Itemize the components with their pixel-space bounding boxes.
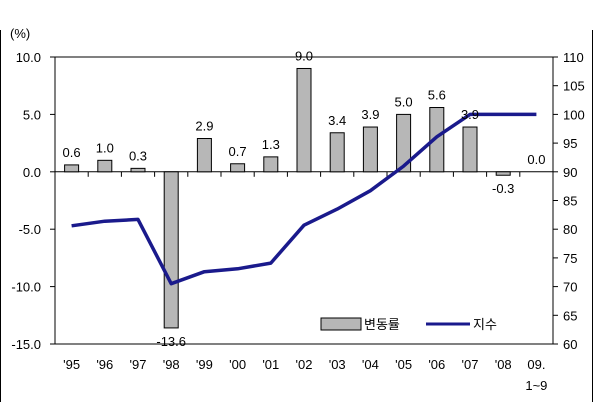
x-axis-tick-label: '08 xyxy=(495,357,512,372)
right-axis-tick-label: 60 xyxy=(563,337,577,352)
right-axis-tick-label: 90 xyxy=(563,165,577,180)
left-axis-tick-label: -15.0 xyxy=(11,337,41,352)
right-axis-tick-label: 85 xyxy=(563,194,577,209)
right-axis-tick-label: 65 xyxy=(563,308,577,323)
bar-data-label: 0.7 xyxy=(229,144,247,159)
legend-bar-label: 변동률 xyxy=(364,317,400,332)
x-axis-tick-label: '99 xyxy=(196,357,213,372)
x-axis-tick-label: '06 xyxy=(428,357,445,372)
bar-data-label: 9.0 xyxy=(295,48,313,63)
right-axis-tick-label: 100 xyxy=(563,107,585,122)
bar-data-label: 1.0 xyxy=(96,140,114,155)
x-axis-tick-label: '96 xyxy=(96,357,113,372)
bar xyxy=(396,113,412,173)
right-axis-tick-label: 110 xyxy=(563,50,584,65)
x-axis-tick-label: 1~9 xyxy=(525,378,547,393)
bar xyxy=(263,156,279,173)
right-axis-tick-label: 80 xyxy=(563,222,577,237)
left-axis-tick-label: 0.0 xyxy=(23,165,41,180)
x-axis-tick-label: '07 xyxy=(462,357,479,372)
bar xyxy=(64,164,80,173)
bar-data-label: 0.3 xyxy=(129,148,147,163)
x-axis-tick-label: '95 xyxy=(63,357,80,372)
x-axis-tick-label: 09. xyxy=(527,357,545,372)
bar xyxy=(130,167,146,173)
bar xyxy=(462,126,478,173)
bar-data-label: 0.6 xyxy=(63,145,81,160)
bar-data-label: 3.9 xyxy=(461,107,479,122)
legend-line-label: 지수 xyxy=(473,317,497,332)
left-axis-unit-label: (%) xyxy=(10,26,30,41)
bar xyxy=(329,132,345,173)
x-axis-tick-label: '98 xyxy=(163,357,180,372)
bar-data-label: -0.3 xyxy=(492,181,514,196)
x-axis-tick-label: '00 xyxy=(229,357,246,372)
right-axis-tick-label: 70 xyxy=(563,280,577,295)
bar-data-label: -13.6 xyxy=(156,334,186,349)
left-axis-tick-label: -10.0 xyxy=(11,280,41,295)
x-axis-tick-label: '05 xyxy=(395,357,412,372)
left-axis-tick-label: -5.0 xyxy=(19,222,41,237)
x-axis-tick-label: '03 xyxy=(329,357,346,372)
bar xyxy=(97,159,113,173)
right-axis-tick-label: 105 xyxy=(563,79,585,94)
bar-data-label: 1.3 xyxy=(262,137,280,152)
legend: 변동률 지수 xyxy=(320,317,497,332)
x-axis-tick-label: '02 xyxy=(296,357,313,372)
bar xyxy=(296,67,312,173)
bar xyxy=(362,126,378,173)
bar xyxy=(495,171,511,176)
bar xyxy=(196,138,212,173)
bar-data-label: 3.9 xyxy=(361,107,379,122)
bar-data-label: 0.0 xyxy=(527,152,545,167)
bar-data-label: 5.0 xyxy=(395,94,413,109)
bar-data-label: 3.4 xyxy=(328,113,346,128)
x-axis-tick-label: '01 xyxy=(262,357,279,372)
index-line xyxy=(71,112,537,286)
bar-data-label: 5.6 xyxy=(428,88,446,103)
plot-area: 10.0 5.0 0.0 -5.0 -10.0 -15.0 110 105 100 95 90 85 8… xyxy=(11,48,584,393)
left-axis-tick-label: 5.0 xyxy=(23,107,41,122)
bar xyxy=(230,163,246,173)
bar-data-label: 2.9 xyxy=(195,119,213,134)
x-axis-tick-label: '04 xyxy=(362,357,379,372)
legend-bar-swatch xyxy=(320,317,362,331)
bar xyxy=(163,171,179,329)
x-axis-tick-label: '97 xyxy=(130,357,147,372)
right-axis-tick-label: 75 xyxy=(563,251,577,266)
left-axis-tick-label: 10.0 xyxy=(16,50,41,65)
bar xyxy=(429,107,445,173)
right-axis-tick-label: 95 xyxy=(563,136,577,151)
